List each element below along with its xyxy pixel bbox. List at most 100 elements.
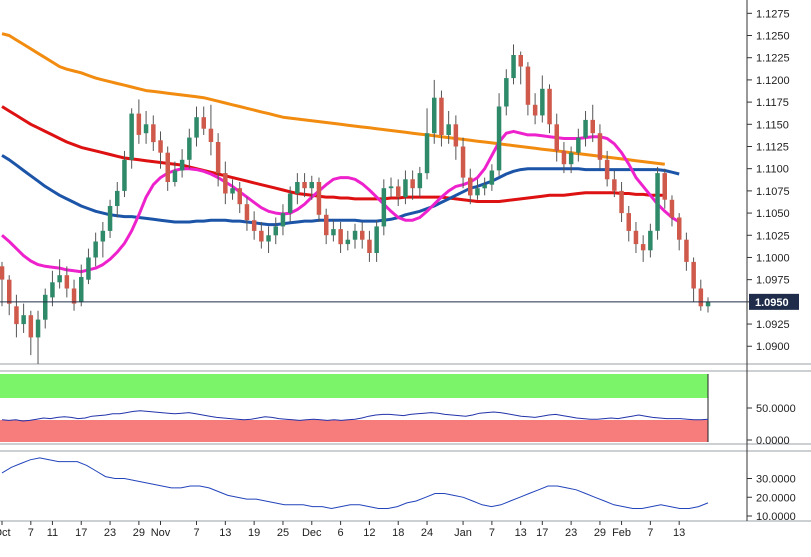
candle-bull <box>352 230 358 240</box>
candle-bull <box>50 282 55 298</box>
x-tick-label: 25 <box>277 527 289 539</box>
x-tick-label: 13 <box>673 527 685 539</box>
candle-bear <box>547 88 552 125</box>
x-tick-label: Feb <box>612 527 631 539</box>
candle-bull <box>187 137 192 160</box>
y-tick-label: 1.1000 <box>756 252 790 264</box>
candle-bear <box>604 159 610 180</box>
candle-bear <box>633 230 639 245</box>
x-tick-label: 6 <box>338 527 344 539</box>
candle-bear <box>360 230 365 240</box>
candle-bull <box>504 78 509 107</box>
oscillator-2-tick-label: 30.0000 <box>756 474 796 486</box>
x-tick-label: 7 <box>647 527 653 539</box>
candle-bull <box>21 315 26 325</box>
candle-bull <box>540 88 545 116</box>
x-tick-label: 7 <box>193 527 199 539</box>
candle-bull <box>230 188 235 194</box>
candle-bear <box>439 97 444 135</box>
candle-bear <box>532 104 538 116</box>
candle-bear <box>684 239 689 262</box>
y-tick-label: 1.1275 <box>756 8 790 20</box>
candle-bear <box>590 119 595 134</box>
candle-bull <box>79 277 84 302</box>
candle-bear <box>691 261 696 289</box>
candle-bear <box>215 142 221 174</box>
sma20-line <box>1 129 680 274</box>
candle-bull <box>511 55 516 79</box>
y-tick-label: 1.1200 <box>756 75 790 87</box>
candle-bear <box>640 244 646 251</box>
candle-bear <box>7 279 12 304</box>
oscillator-1-line <box>1 410 709 422</box>
y-tick-label: 1.1175 <box>756 97 789 109</box>
candle-bear <box>151 124 156 143</box>
candle-bull <box>107 206 113 231</box>
candle-bull <box>35 319 41 338</box>
x-tick-label: 19 <box>248 527 260 539</box>
candle-bull <box>655 173 660 231</box>
candle-bear <box>367 239 372 253</box>
candle-bear <box>468 177 473 196</box>
candle-bear <box>698 288 704 307</box>
candle-bull <box>475 188 480 196</box>
x-tick-label: 24 <box>421 527 433 539</box>
candle-bear <box>410 179 415 189</box>
candle-bull <box>583 119 588 138</box>
x-tick-label: 29 <box>133 527 145 539</box>
candle-bull <box>446 124 451 135</box>
y-tick-label: 1.1225 <box>756 53 790 65</box>
oscillator-2-tick-label: 20.0000 <box>756 492 796 504</box>
candle-bear <box>324 214 329 236</box>
candle-bull <box>129 113 134 160</box>
y-tick-label: 1.1150 <box>756 119 789 131</box>
candle-bull <box>295 182 300 194</box>
candle-bear <box>259 230 264 242</box>
candle-bear <box>453 124 459 147</box>
x-tick-label: 18 <box>392 527 404 539</box>
last-price-label: 1.0950 <box>755 297 789 309</box>
candle-bear <box>251 220 257 231</box>
y-tick-label: 1.0900 <box>756 341 790 353</box>
y-tick-label: 1.1125 <box>756 141 789 153</box>
x-tick-label: 23 <box>565 527 577 539</box>
sma100-line <box>1 105 665 203</box>
candle-bull <box>403 179 408 198</box>
x-tick-label: 17 <box>536 527 548 539</box>
last-price-box <box>749 293 799 310</box>
candle-bull <box>172 170 178 182</box>
y-tick-label: 1.0975 <box>756 275 790 287</box>
candle-bull <box>266 235 271 242</box>
candle-bull <box>576 137 581 153</box>
candle-bull <box>115 190 120 206</box>
candle-bear <box>619 190 624 214</box>
candle-bear <box>244 204 250 221</box>
y-tick-label: 1.1100 <box>756 164 789 176</box>
candle-bull <box>489 170 495 185</box>
candle-bear <box>158 140 163 153</box>
candle-bull <box>179 159 185 171</box>
y-tick-label: 1.1025 <box>756 230 790 242</box>
x-tick-label: 11 <box>47 527 58 539</box>
candle-bear <box>677 217 682 240</box>
oversold-band <box>0 420 708 442</box>
candle-bear <box>237 188 242 205</box>
candle-bull <box>309 182 314 189</box>
candle-bull <box>143 124 149 134</box>
x-tick-label: 7 <box>489 527 495 539</box>
x-tick-label: 29 <box>594 527 606 539</box>
candle-bear <box>316 182 322 215</box>
overbought-band <box>0 374 708 398</box>
candle-bull <box>345 239 351 245</box>
x-tick-label: 12 <box>363 527 375 539</box>
candle-bull <box>432 97 437 134</box>
candle-bear <box>338 229 343 245</box>
candle-bear <box>208 128 214 142</box>
candle-bear <box>71 288 77 304</box>
candle-bull <box>331 229 336 236</box>
candle-bear <box>201 117 206 129</box>
candle-bull <box>482 184 487 189</box>
candle-bull <box>388 186 394 189</box>
oscillator-2-line <box>1 457 709 510</box>
